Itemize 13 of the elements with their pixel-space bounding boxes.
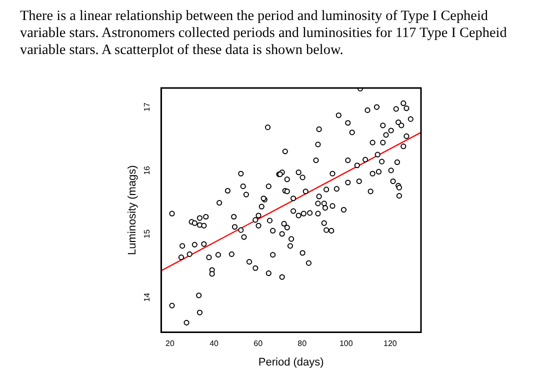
x-tick-label: 20 xyxy=(166,339,176,348)
y-tick-label: 16 xyxy=(142,165,152,175)
x-axis-title: Period (days) xyxy=(258,356,324,368)
chart-title: There is a linear relationship between the period and luminosity of Type I Cepheid variable stars. Astronomers collected periods and luminosities for 117 Type I Cepheid variable stars. A scatterplot of these data is shown below. xyxy=(20,8,508,59)
y-axis-title: Luminosity (mags) xyxy=(126,165,139,256)
y-tick-label: 14 xyxy=(142,292,152,302)
y-tick-label: 17 xyxy=(142,102,152,112)
y-tick-label: 15 xyxy=(142,228,152,238)
x-tick-label: 100 xyxy=(339,339,354,348)
x-tick-label: 60 xyxy=(254,339,264,348)
x-tick-label: 40 xyxy=(210,339,220,348)
x-tick-label: 80 xyxy=(298,339,308,348)
x-tick-label: 120 xyxy=(383,339,398,348)
